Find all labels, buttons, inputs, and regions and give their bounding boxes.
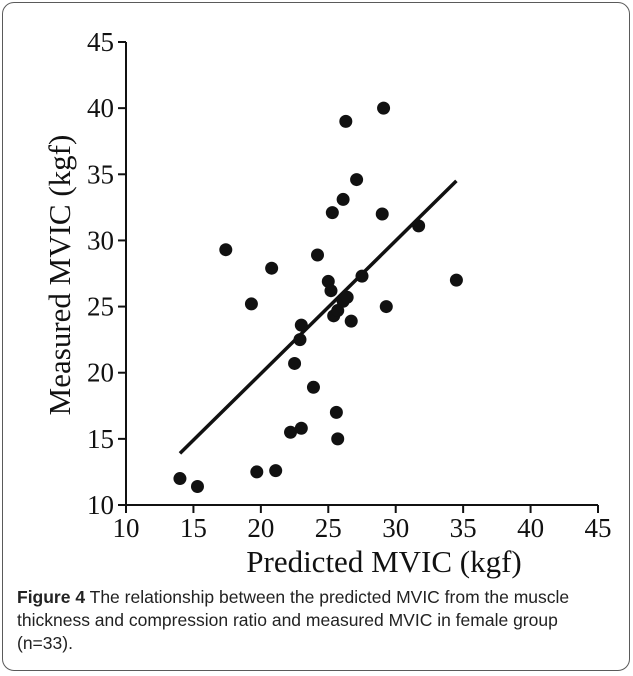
x-tick-label: 10	[113, 513, 140, 543]
y-tick-label: 25	[87, 292, 114, 322]
x-tick-label: 35	[450, 513, 477, 543]
data-point	[412, 219, 426, 233]
regression-line	[178, 179, 458, 455]
data-point	[293, 333, 307, 347]
caption-label: Figure 4	[17, 587, 86, 607]
data-point	[325, 206, 339, 220]
data-point	[375, 207, 389, 221]
y-axis-ticks: 10 15 20 25 30 35 40 45	[87, 27, 126, 520]
y-tick-label: 10	[87, 490, 114, 520]
x-tick-label: 40	[517, 513, 544, 543]
caption-text: The relationship between the predicted M…	[17, 587, 570, 653]
data-point	[344, 314, 358, 328]
y-tick-label: 15	[87, 424, 114, 454]
data-point	[377, 101, 391, 115]
data-point	[310, 248, 324, 262]
x-axis-ticks: 10 15 20 25 30 35 40 45	[113, 505, 612, 543]
y-tick-label: 20	[87, 358, 114, 388]
x-tick-label: 20	[247, 513, 274, 543]
x-axis-title: Predicted MVIC (kgf)	[246, 544, 522, 579]
x-tick-label: 45	[585, 513, 612, 543]
data-point	[449, 273, 463, 287]
data-point	[294, 421, 308, 435]
figure-caption: Figure 4 The relationship between the pr…	[17, 586, 617, 655]
regression-line-group	[178, 179, 458, 455]
x-tick-label: 25	[315, 513, 342, 543]
y-tick-label: 35	[87, 159, 114, 189]
data-point	[219, 243, 233, 257]
data-point	[339, 114, 353, 128]
data-point	[294, 318, 308, 332]
scatter-chart: 10 15 20 25 30 35 40 45 10 15 20 25 30 35 40 45 Predic…	[42, 27, 612, 579]
data-point	[306, 380, 320, 394]
data-point	[324, 284, 338, 298]
data-point	[173, 472, 187, 486]
y-tick-label: 40	[87, 93, 114, 123]
data-point	[336, 192, 350, 206]
data-point	[244, 297, 258, 311]
y-axis-title: Measured MVIC (kgf)	[42, 135, 77, 416]
data-point	[379, 300, 393, 314]
data-points	[173, 101, 463, 493]
y-tick-label: 45	[87, 27, 114, 57]
data-point	[269, 464, 283, 478]
data-point	[331, 432, 345, 446]
x-tick-label: 30	[382, 513, 409, 543]
data-point	[284, 425, 298, 439]
data-point	[355, 269, 369, 283]
y-tick-label: 30	[87, 225, 114, 255]
data-point	[340, 290, 354, 304]
data-point	[329, 405, 343, 419]
axes	[125, 42, 598, 506]
data-point	[265, 261, 279, 275]
data-point	[288, 356, 302, 370]
data-point	[190, 479, 204, 493]
data-point	[350, 173, 364, 187]
data-point	[250, 465, 264, 479]
x-tick-label: 15	[180, 513, 207, 543]
